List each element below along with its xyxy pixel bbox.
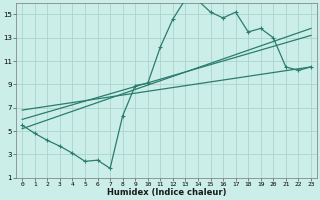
X-axis label: Humidex (Indice chaleur): Humidex (Indice chaleur) <box>107 188 226 197</box>
